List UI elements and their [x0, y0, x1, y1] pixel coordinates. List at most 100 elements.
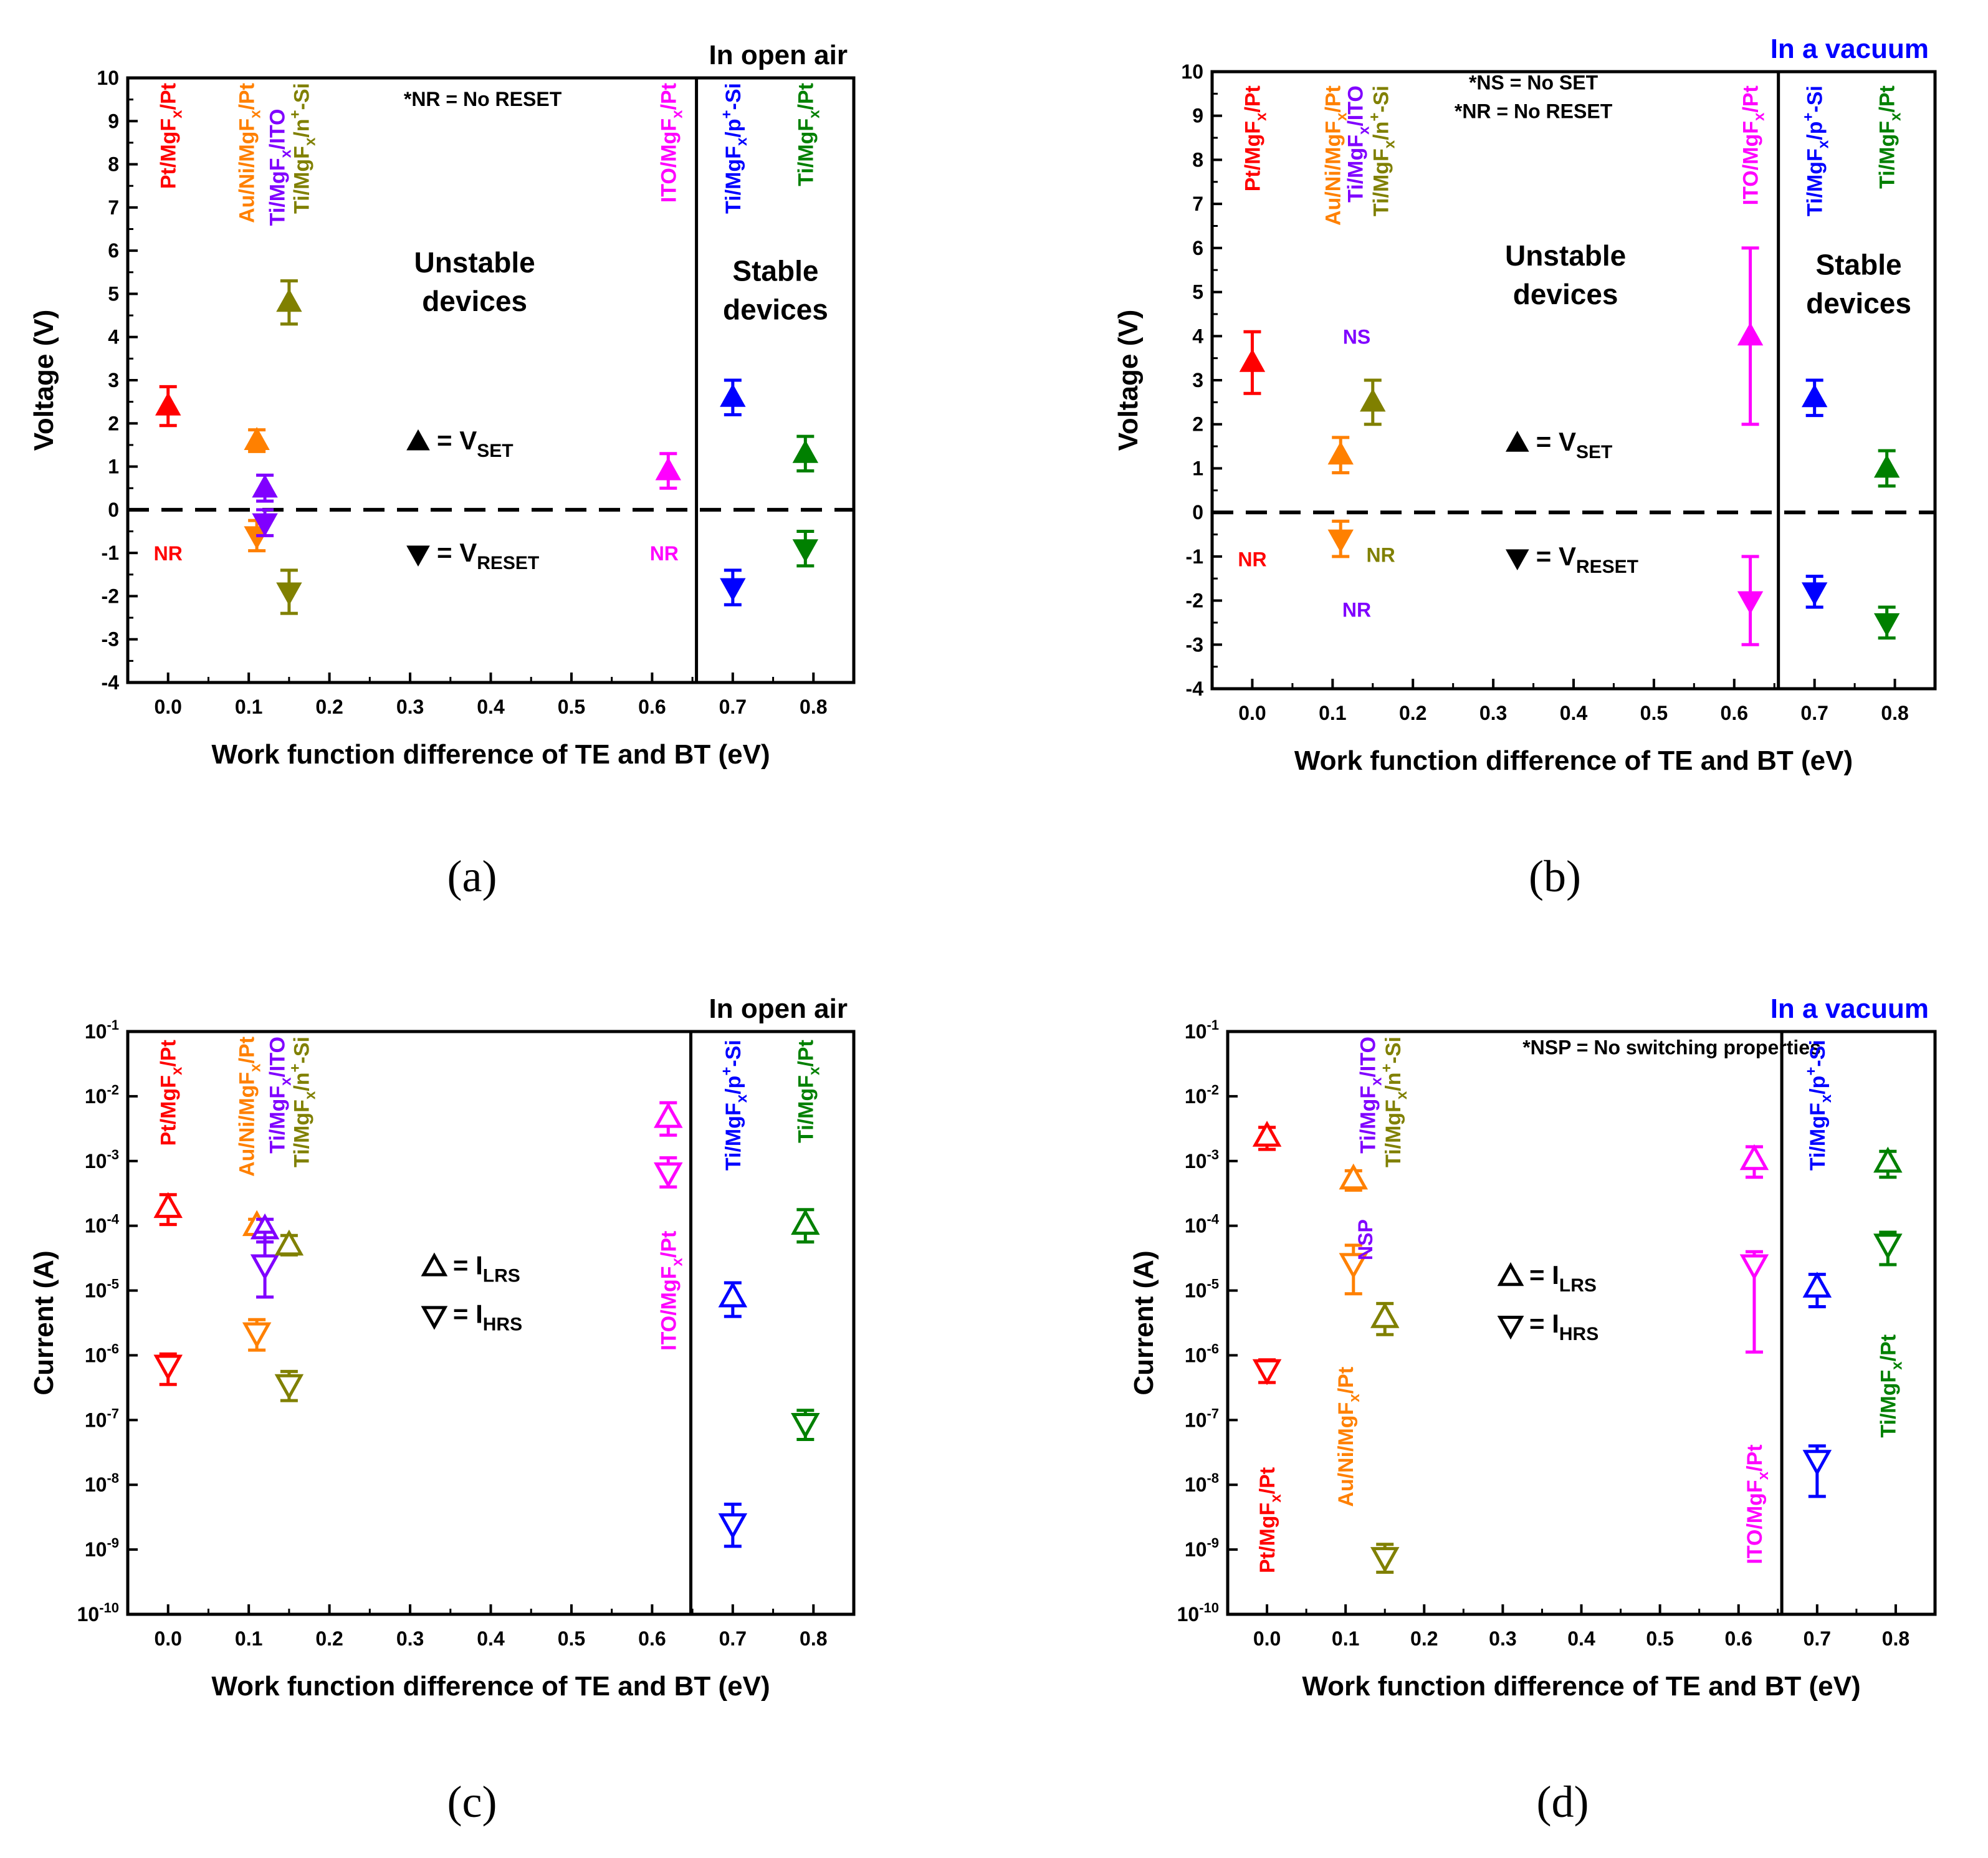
- y-tick-label: -2: [1186, 590, 1203, 612]
- y-tick-label: 10-5: [85, 1276, 119, 1302]
- series-Ti/MgFx/ITO: [252, 473, 278, 537]
- x-tick-label: 0.5: [1640, 702, 1668, 724]
- panel-a: 0.0 0.1 0.2 0.3 0.4 0.5 0.6 0.7 0.8 -4 -3 -2 -1 0 1 2 3 4…: [29, 40, 856, 901]
- device-label: ITO/MgFx​/Pt: [657, 1231, 686, 1351]
- y-tick-label: 2: [108, 412, 119, 434]
- data-point: [252, 513, 278, 537]
- y-tick-label: 10: [1181, 60, 1203, 83]
- data-point: [1873, 613, 1900, 636]
- y-axis-label: Voltage (V): [1113, 310, 1144, 451]
- x-tick-label: 0.2: [1410, 1627, 1438, 1650]
- data-point: [1873, 1146, 1903, 1173]
- x-tick-label: 0.4: [477, 696, 505, 718]
- annotation: NSP: [1354, 1219, 1377, 1260]
- region-label: devices: [1806, 287, 1911, 319]
- y-axis-label: Voltage (V): [29, 310, 59, 451]
- x-tick-label: 0.5: [558, 1627, 585, 1650]
- panel-label: (d): [1537, 1777, 1589, 1827]
- x-tick-label: 0.6: [638, 696, 666, 718]
- y-tick-label: -2: [102, 585, 119, 607]
- x-tick-label: 0.5: [558, 696, 585, 718]
- x-tick-label: 0.0: [154, 1627, 181, 1650]
- panel-d: 0.0 0.1 0.2 0.3 0.4 0.5 0.6 0.7 0.8 10-10 10-9 10-8…: [1129, 994, 1937, 1827]
- data-point: [791, 1209, 820, 1235]
- y-tick-label: -4: [1186, 678, 1204, 700]
- series-Ti/MgFx/ITO: [250, 1213, 280, 1299]
- y-tick-label: 1: [108, 456, 119, 478]
- device-label: Pt/MgFx​/Pt: [157, 1040, 186, 1146]
- data-point: [791, 1413, 820, 1439]
- x-tick-label: 0.1: [1319, 702, 1346, 724]
- x-tick-label: 0.3: [396, 696, 424, 718]
- data-point: [1739, 1254, 1769, 1281]
- legend-label: = VSET: [437, 426, 514, 461]
- y-tick-label: 9: [108, 110, 119, 132]
- device-label: Ti/MgFx​/p+​-Si: [719, 1040, 750, 1171]
- y-tick-label: 10: [97, 67, 119, 89]
- data-point: [252, 474, 278, 498]
- legend-down-triangle-icon: [1505, 549, 1529, 571]
- device-label: Ti/MgFx​/ITO: [1356, 1037, 1385, 1154]
- legend-label: = ILRS: [453, 1251, 520, 1286]
- y-tick-label: 10-7: [1185, 1405, 1219, 1431]
- y-tick-label: 5: [108, 282, 119, 305]
- series-Ti/MgFx/p+-Si: [1801, 378, 1828, 609]
- annotation: NR: [1367, 544, 1395, 566]
- data-point: [1737, 322, 1764, 346]
- y-tick-label: 1: [1192, 457, 1203, 479]
- device-label: Ti/MgFx​/Pt: [1876, 85, 1904, 189]
- series-Ti/MgFx/n+-Si: [1360, 378, 1386, 426]
- annotation: NR: [154, 542, 183, 565]
- device-label: ITO/MgFx​/Pt: [1743, 1445, 1772, 1564]
- data-point: [792, 539, 819, 563]
- device-label: Ti/MgFx​/ITO: [265, 1037, 294, 1154]
- y-tick-label: -3: [102, 628, 119, 651]
- x-axis-label: Work function difference of TE and BT (e…: [211, 1671, 770, 1702]
- data-point: [718, 1513, 748, 1540]
- legend-label: = IHRS: [453, 1300, 522, 1335]
- device-label: Ti/MgFx​/Pt: [1876, 1334, 1905, 1438]
- y-tick-label: 10-4: [1185, 1212, 1220, 1237]
- series-Pt/MgFx/Pt: [1252, 1121, 1282, 1386]
- device-label: Ti/MgFx​/n+​-Si: [287, 1037, 318, 1167]
- x-tick-label: 0.1: [1332, 1627, 1359, 1650]
- device-label: Ti/MgFx​/n+​-Si: [1367, 85, 1398, 216]
- x-tick-label: 0.1: [235, 696, 262, 718]
- legend-entry: = ILRS: [1497, 1260, 1597, 1296]
- legend-down-triangle-icon: [406, 545, 430, 567]
- y-tick-label: 4: [108, 326, 119, 348]
- panel-label: (a): [447, 851, 497, 901]
- y-axis-label: Current (A): [1129, 1250, 1159, 1395]
- series-Ti/MgFx/Pt: [1873, 449, 1900, 640]
- data-point: [250, 1254, 280, 1281]
- y-tick-label: 10-8: [1185, 1470, 1219, 1496]
- annotation: NS: [1343, 325, 1370, 348]
- legend-entry: = IHRS: [421, 1300, 522, 1335]
- y-tick-label: 6: [108, 239, 119, 262]
- device-label: ITO/MgFx​/Pt: [1739, 85, 1768, 205]
- series-Ti/MgFx/Pt: [791, 1208, 820, 1441]
- x-tick-label: 0.4: [1567, 1627, 1595, 1650]
- region-label: devices: [1513, 278, 1618, 310]
- chart-title: In open air: [709, 40, 848, 70]
- y-tick-label: 10-6: [85, 1341, 119, 1366]
- data-point: [1873, 454, 1900, 478]
- y-tick-label: -3: [1186, 633, 1203, 656]
- x-tick-label: 0.5: [1646, 1627, 1673, 1650]
- y-tick-label: 10-4: [85, 1212, 120, 1237]
- x-tick-label: 0.6: [1724, 1627, 1752, 1650]
- series-ITO/MgFx/Pt: [1737, 246, 1764, 646]
- data-point: [1370, 1302, 1400, 1328]
- y-tick-label: 10-3: [85, 1147, 119, 1172]
- y-tick-label: 10-1: [1185, 1017, 1219, 1043]
- series-ITO/MgFx/Pt: [654, 1101, 683, 1189]
- device-label: Pt/MgFx​/Pt: [1241, 85, 1269, 191]
- y-tick-label: 5: [1192, 281, 1203, 304]
- legend-entry: = IHRS: [1497, 1309, 1599, 1344]
- footnote: *NS = No SET: [1469, 71, 1599, 93]
- device-label: Ti/MgFx​/n+​-Si: [1379, 1037, 1410, 1167]
- data-point: [1252, 1359, 1282, 1386]
- data-point: [1239, 348, 1266, 372]
- data-point: [1327, 441, 1354, 465]
- series-Pt/MgFx/Pt: [1239, 330, 1266, 395]
